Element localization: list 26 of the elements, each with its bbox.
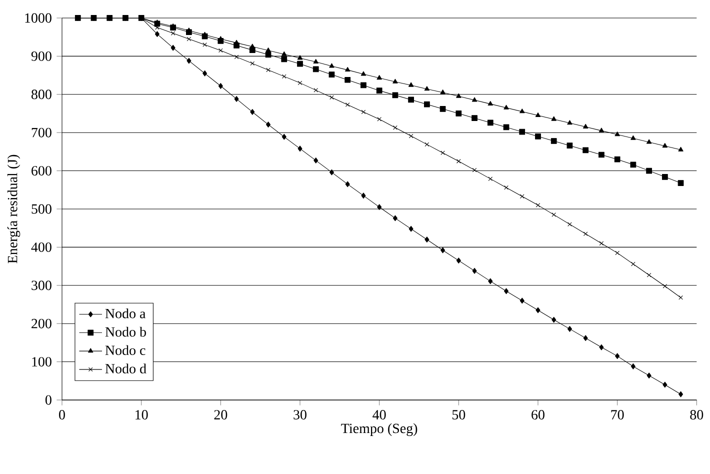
x-tick-label: 60 (532, 410, 544, 420)
x-tick-label: 20 (214, 410, 228, 420)
y-axis-title: Energía residual (J) (7, 154, 20, 264)
x-tick-label: 30 (294, 410, 306, 420)
y-tick-label: 200 (32, 318, 52, 328)
legend-label: Nodo b (105, 326, 146, 337)
legend-label: Nodo a (105, 308, 146, 318)
legend-label: Nodo c (105, 345, 146, 356)
y-tick-label: 600 (32, 166, 52, 176)
y-tick-label: 1000 (25, 13, 52, 23)
x-tick-label: 50 (452, 410, 466, 420)
legend-label: Nodo d (105, 364, 146, 374)
x-tick-label: 80 (690, 410, 704, 420)
y-tick-label: 400 (31, 242, 52, 252)
y-tick-label: 700 (32, 128, 52, 138)
y-tick-label: 300 (32, 280, 52, 290)
x-tick-label: 0 (59, 410, 65, 420)
y-tick-label: 500 (32, 204, 52, 214)
x-tick-label: 40 (372, 410, 386, 420)
y-tick-label: 800 (31, 90, 52, 100)
x-tick-label: 70 (611, 410, 624, 420)
y-tick-label: 100 (32, 357, 52, 367)
y-tick-label: 0 (45, 395, 52, 405)
y-tick-label: 900 (31, 51, 52, 61)
x-axis-title: Tiempo (Seg) (341, 423, 418, 436)
x-tick-label: 10 (136, 410, 148, 420)
